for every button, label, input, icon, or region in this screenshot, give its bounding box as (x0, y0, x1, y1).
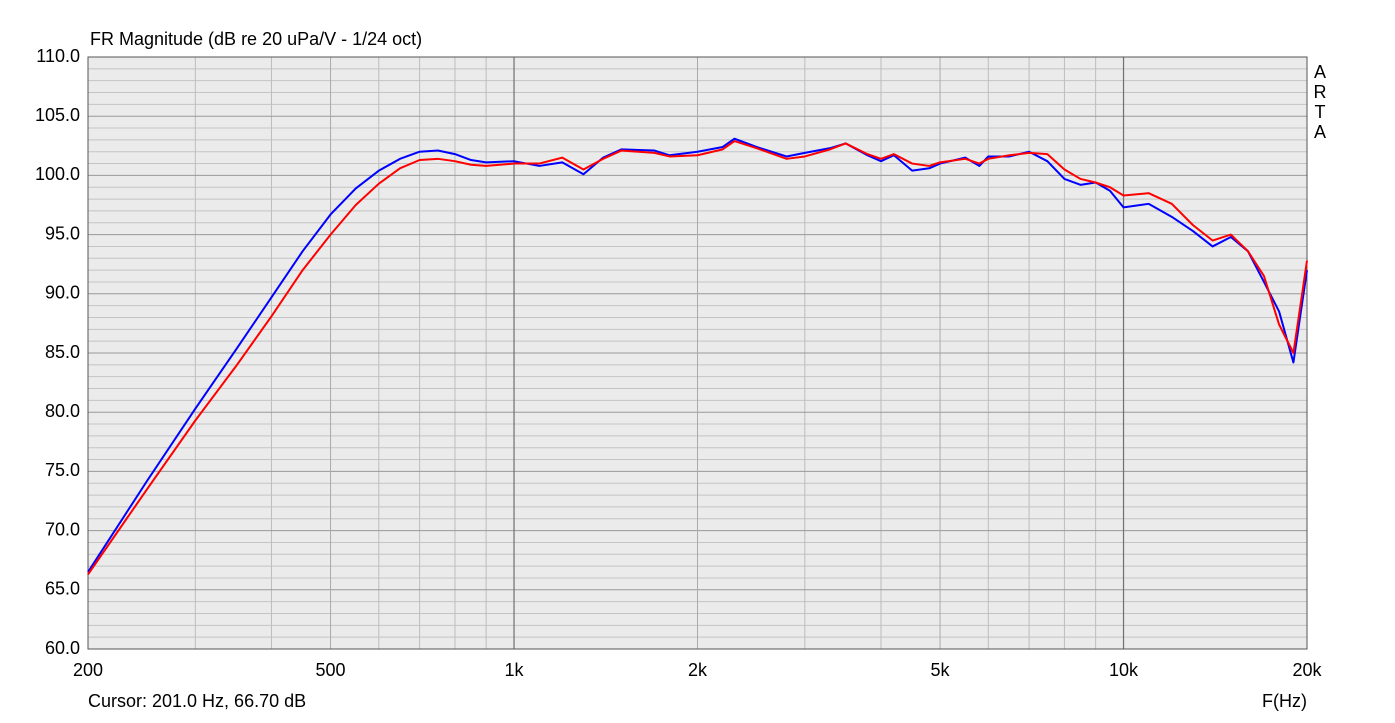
x-tick-label: 500 (316, 660, 346, 680)
x-tick-label: 200 (73, 660, 103, 680)
series-line (87, 137, 1308, 573)
y-tick-label: 80.0 (45, 401, 80, 421)
x-tick-label: 5k (931, 660, 951, 680)
y-tick-label: 110.0 (36, 46, 80, 66)
y-tick-label: 60.0 (45, 638, 80, 658)
plot-frame (87, 56, 1308, 650)
x-tick-label: 10k (1109, 660, 1139, 680)
y-tick-label: 100.0 (35, 164, 80, 184)
series-line (87, 140, 1308, 575)
x-tick-label: 1k (505, 660, 525, 680)
x-tick-label: 20k (1292, 660, 1322, 680)
y-tick-label: 90.0 (45, 283, 80, 303)
cursor-text: Cursor: 201.0 Hz, 66.70 dB (88, 691, 306, 711)
x-tick-label: 2k (688, 660, 708, 680)
y-tick-label: 105.0 (35, 105, 80, 125)
y-tick-label: 85.0 (45, 342, 80, 362)
x-axis-label: F(Hz) (1262, 691, 1307, 711)
y-tick-label: 75.0 (45, 460, 80, 480)
watermark: ARTA (1310, 62, 1330, 142)
y-tick-label: 95.0 (45, 223, 80, 243)
y-tick-label: 70.0 (45, 519, 80, 539)
y-tick-label: 65.0 (45, 579, 80, 599)
chart-title: FR Magnitude (dB re 20 uPa/V - 1/24 oct) (90, 29, 422, 49)
